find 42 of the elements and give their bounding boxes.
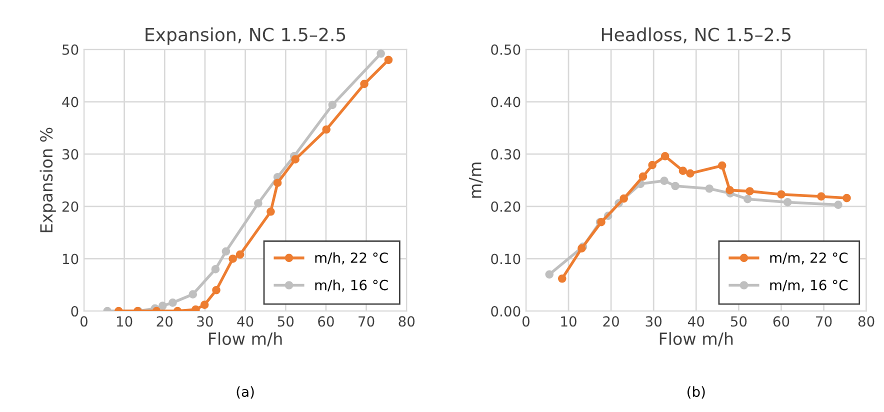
x-tick-label: 70 — [816, 316, 832, 327]
text: (b) — [688, 386, 705, 399]
legend-label: m/m, 16 °C — [770, 280, 848, 292]
x-tick-label: 0 — [80, 316, 88, 327]
x-axis-title: Flow m/h — [660, 332, 733, 346]
x-tick-label: 0 — [522, 316, 530, 327]
y-axis-title: Expansion % — [40, 128, 56, 232]
x-tick-label: 50 — [730, 316, 747, 327]
legend-label: m/m, 22 °C — [770, 252, 848, 264]
legend-label: m/h, 16 °C — [315, 280, 388, 292]
y-tick-label: 0.30 — [491, 149, 520, 160]
y-axis-title: m/m — [469, 162, 483, 198]
y-tick-label: 0.50 — [491, 44, 520, 55]
x-tick-label: 80 — [858, 316, 874, 327]
legend-label: m/h, 22 °C — [315, 252, 388, 264]
x-tick-label: 70 — [358, 316, 374, 327]
x-tick-label: 30 — [646, 316, 662, 327]
x-tick-label: 40 — [688, 316, 704, 327]
x-axis-title: Flow m/h — [209, 332, 282, 346]
y-tick-label: 0.00 — [491, 306, 520, 317]
chart-title: Expansion, NC 1.5–2.5 — [146, 27, 346, 45]
x-tick-label: 50 — [278, 316, 294, 327]
x-tick-label: 20 — [603, 316, 619, 327]
x-tick-label: 40 — [237, 316, 254, 327]
chart-title: Headloss, NC 1.5–2.5 — [602, 27, 791, 44]
x-tick-label: 80 — [398, 316, 415, 327]
y-tick-label: 10 — [62, 254, 78, 264]
y-tick-label: 0 — [71, 306, 78, 317]
y-tick-label: 0.10 — [491, 254, 520, 264]
x-tick-label: 20 — [156, 316, 173, 327]
y-tick-label: 30 — [62, 149, 78, 160]
y-tick-label: 20 — [62, 201, 78, 212]
x-tick-label: 30 — [197, 316, 213, 327]
text: (a) — [236, 386, 254, 399]
x-tick-label: 10 — [561, 316, 576, 327]
y-tick-label: 0.20 — [491, 201, 520, 212]
x-tick-label: 60 — [318, 316, 334, 327]
y-tick-label: 50 — [62, 44, 78, 55]
y-tick-label: 40 — [62, 96, 78, 108]
x-tick-label: 10 — [117, 316, 132, 327]
y-tick-label: 0.40 — [491, 96, 520, 108]
x-tick-label: 60 — [773, 316, 790, 327]
